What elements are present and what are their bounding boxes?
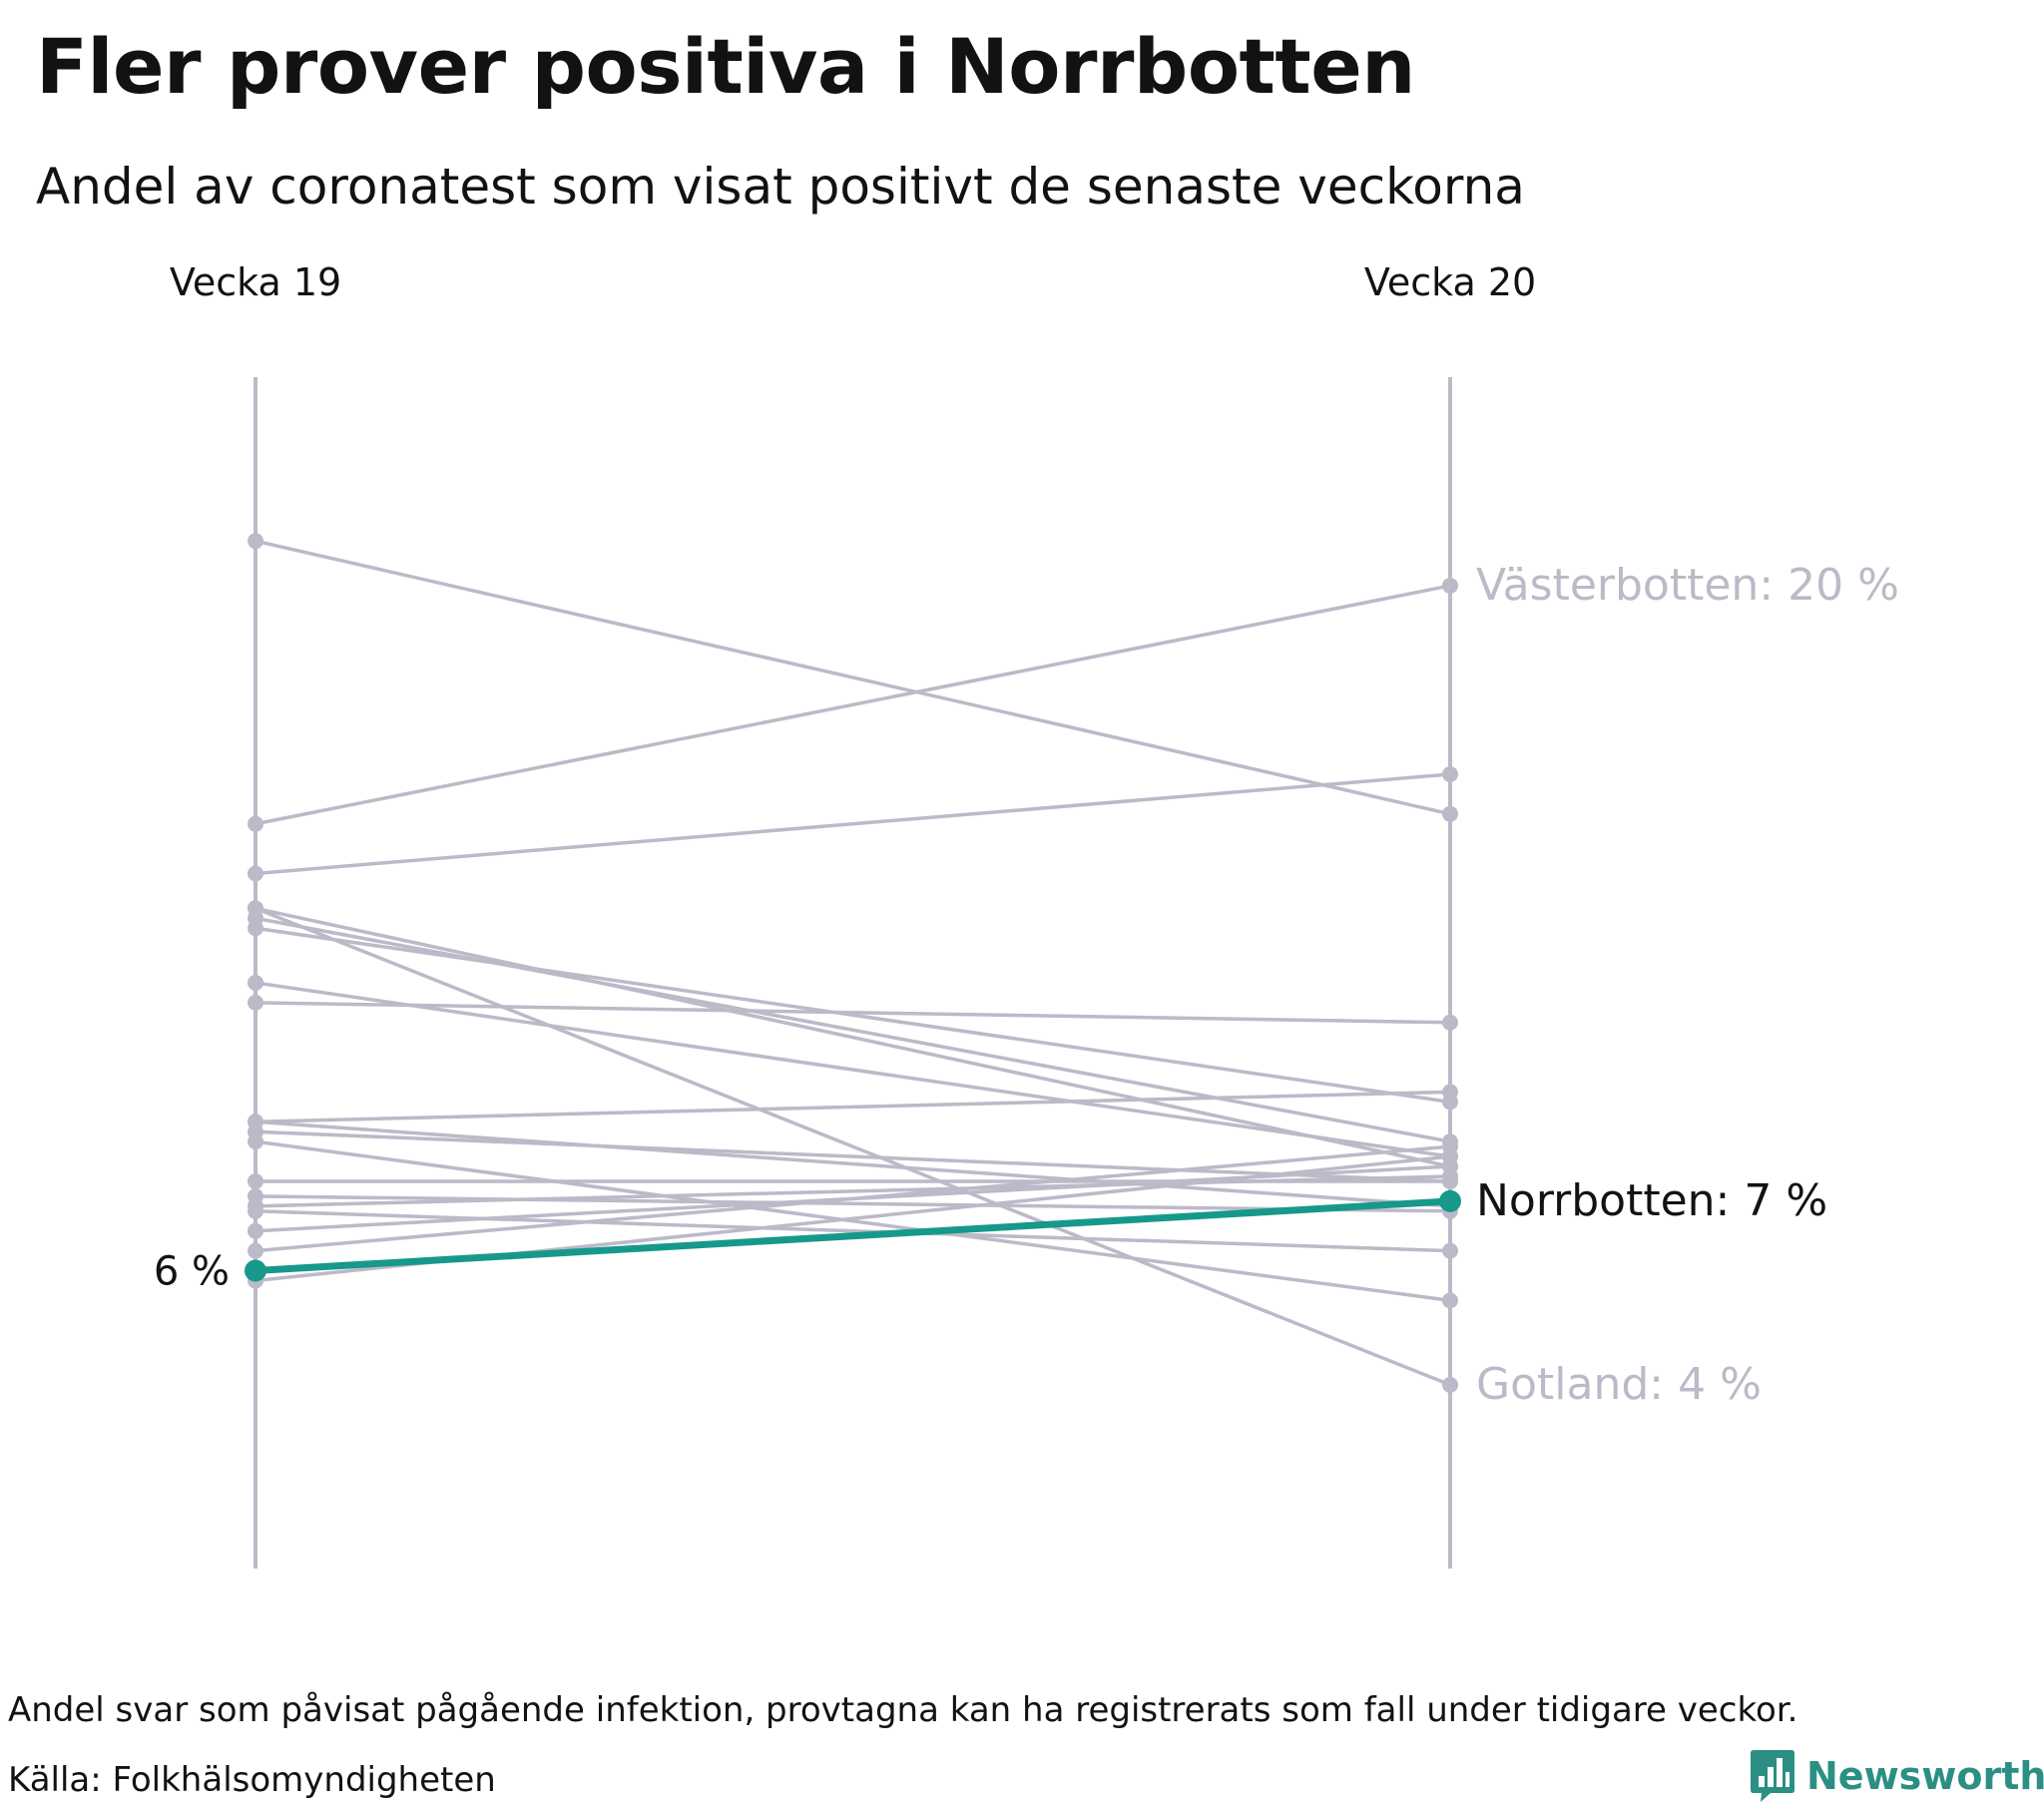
newsworthy-logo[interactable]: Newsworthy: [1751, 1750, 2044, 1802]
slope-line-region-c: [254, 1001, 1452, 1025]
slope-line-region-f: [254, 916, 1452, 1143]
slope-line-region-n: [254, 1209, 1452, 1253]
point-vecka-19-region-d: [248, 974, 263, 991]
slope-line-region-h: [254, 1090, 1452, 1124]
end-label-västerbotten: Västerbotten: 20 %: [1476, 560, 1899, 611]
slope-line-norrbotten: [252, 1197, 1454, 1274]
chart-title: Fler prover positiva i Norrbotten: [36, 22, 1415, 111]
point-vecka-19-västerbotten: [248, 815, 263, 832]
end-label-norrbotten: Norrbotten: 7 %: [1476, 1175, 1827, 1226]
slope-line-region-m: [254, 1194, 1452, 1213]
slope-line-region-d: [254, 981, 1452, 1158]
point-vecka-19-region-r: [248, 1197, 263, 1214]
point-vecka-20-region-k: [1442, 1292, 1458, 1309]
point-vecka-19-norrbotten: [245, 1259, 266, 1282]
slope-line-gotland: [254, 906, 1452, 1387]
point-vecka-20-region-b: [1442, 766, 1458, 782]
slope-line-region-a: [254, 539, 1452, 816]
slope-line-västerbotten: [254, 584, 1452, 826]
point-vecka-19-region-l: [248, 1172, 263, 1189]
point-vecka-20-region-r: [1442, 1167, 1458, 1184]
point-vecka-20-region-q: [1442, 1148, 1458, 1165]
point-vecka-19-region-c: [248, 994, 263, 1011]
newsworthy-logo-text: Newsworthy: [1806, 1754, 2044, 1798]
column-label: Vecka 20: [1364, 260, 1536, 304]
start-label-norrbotten: 6 %: [154, 1249, 230, 1295]
point-vecka-19-region-b: [248, 865, 263, 882]
point-vecka-20-region-n: [1442, 1242, 1458, 1259]
slope-line-region-r: [254, 1174, 1452, 1208]
slope-line-region-j: [254, 1129, 1452, 1183]
chart-source: Källa: Folkhälsomyndigheten: [8, 1760, 496, 1800]
point-vecka-20-region-a: [1442, 805, 1458, 822]
slope-line-region-i: [254, 1120, 1452, 1208]
slope-chart: Vecka 19 Vecka 20 Västerbotten: 20 % Gotlan…: [154, 260, 1899, 1569]
chart-subtitle: Andel av coronatest som visat positivt d…: [36, 158, 1525, 216]
slope-line-region-k: [254, 1139, 1452, 1303]
end-label-gotland: Gotland: 4 %: [1476, 1359, 1762, 1410]
point-vecka-20-region-h: [1442, 1084, 1458, 1101]
chart-footnote: Andel svar som påvisat pågående infektio…: [8, 1690, 1798, 1730]
slope-line-region-e: [254, 926, 1452, 1105]
slope-line-region-g: [254, 906, 1452, 1168]
point-vecka-20-norrbotten: [1439, 1189, 1461, 1212]
point-vecka-20-region-c: [1442, 1014, 1458, 1031]
point-vecka-19-region-k: [248, 1133, 263, 1150]
slope-line-region-b: [254, 772, 1452, 876]
point-vecka-19-region-a: [248, 533, 263, 550]
point-vecka-20-gotland: [1442, 1376, 1458, 1393]
column-label: Vecka 19: [170, 260, 341, 304]
slope-line-region-p: [254, 1144, 1452, 1253]
point-vecka-19-region-o: [248, 1222, 263, 1239]
point-vecka-20-västerbotten: [1442, 577, 1458, 594]
newsworthy-logo-icon: [1751, 1750, 1794, 1802]
point-vecka-19-region-p: [248, 1242, 263, 1259]
point-vecka-19-region-g: [248, 900, 263, 917]
